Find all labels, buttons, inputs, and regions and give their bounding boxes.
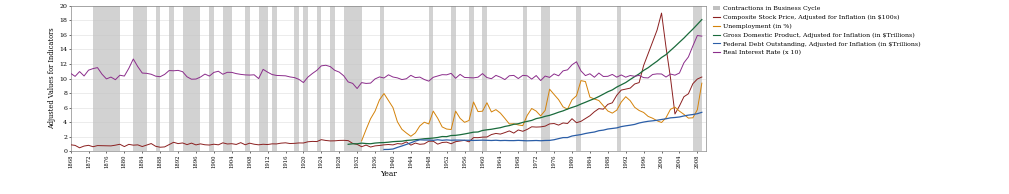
Bar — [295, 6, 299, 151]
Bar — [693, 6, 702, 151]
Bar — [155, 6, 160, 151]
Bar — [258, 6, 267, 151]
Bar — [330, 6, 335, 151]
Bar — [210, 6, 214, 151]
Bar — [576, 6, 581, 151]
Bar — [245, 6, 249, 151]
Bar — [304, 6, 308, 151]
Bar — [93, 6, 120, 151]
Bar — [170, 6, 174, 151]
Bar — [451, 6, 456, 151]
Bar — [429, 6, 433, 151]
X-axis label: Year: Year — [380, 170, 397, 178]
Bar — [317, 6, 321, 151]
Bar — [379, 6, 384, 151]
Bar — [272, 6, 276, 151]
Legend: Contractions in Business Cycle, Composite Stock Price, Adjusted for Inflation (i: Contractions in Business Cycle, Composit… — [712, 6, 920, 55]
Bar — [616, 6, 622, 151]
Bar — [482, 6, 487, 151]
Bar — [523, 6, 528, 151]
Bar — [541, 6, 550, 151]
Bar — [183, 6, 201, 151]
Bar — [133, 6, 146, 151]
Bar — [469, 6, 473, 151]
Bar — [344, 6, 361, 151]
Bar — [223, 6, 232, 151]
Y-axis label: Adjusted Values for Indicators: Adjusted Values for Indicators — [48, 28, 57, 129]
